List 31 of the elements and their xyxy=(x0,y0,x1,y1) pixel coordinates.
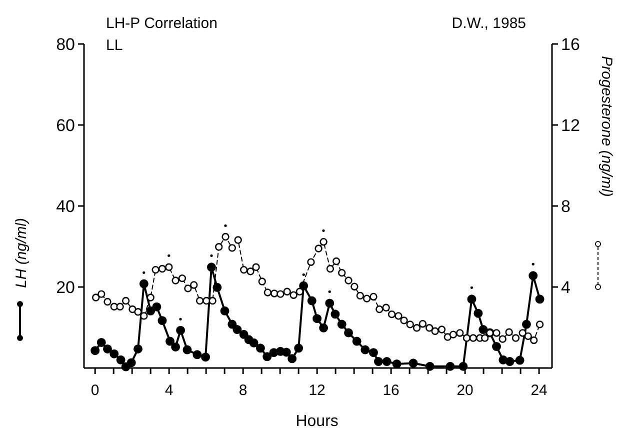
chart-title: LH-P Correlation xyxy=(106,15,218,32)
x-tick-label: 20 xyxy=(456,382,474,399)
y-tick-label: 60 xyxy=(56,116,75,135)
annotation: • xyxy=(470,283,474,294)
y2-tick-label: 12 xyxy=(561,116,580,135)
text: D.W., 1985 xyxy=(452,15,526,32)
annotation: • xyxy=(224,220,228,232)
y-tick-label: 80 xyxy=(56,35,75,54)
x-axis-title: Hours xyxy=(296,413,338,430)
y2-tick-label: 16 xyxy=(561,35,580,54)
y2-axis-title: Progesterone (ng/ml) xyxy=(598,56,615,197)
x-tick-label: 0 xyxy=(90,382,100,399)
x-tick-label: 16 xyxy=(382,382,400,399)
annotation: • xyxy=(322,226,326,237)
y-tick-label: 20 xyxy=(56,278,75,297)
annotation: • xyxy=(302,270,306,281)
y2-tick-label: 8 xyxy=(561,197,570,216)
annotation: • xyxy=(142,268,146,279)
annotation: • xyxy=(178,314,183,326)
y-tick-label: 40 xyxy=(56,197,75,216)
y2-tick-label: 4 xyxy=(561,278,570,297)
x-tick-label: 12 xyxy=(308,382,326,399)
chart-subtitle: LL xyxy=(106,37,123,54)
annotation: • xyxy=(328,287,332,298)
x-tick-label: 24 xyxy=(530,382,548,399)
x-tick-label: 8 xyxy=(238,382,248,399)
annotation: • xyxy=(210,251,214,262)
y-axis-title: LH (ng/ml) xyxy=(13,218,30,288)
x-tick-label: 4 xyxy=(164,382,174,399)
annotation: • xyxy=(531,260,536,271)
annotation: • xyxy=(167,251,172,262)
